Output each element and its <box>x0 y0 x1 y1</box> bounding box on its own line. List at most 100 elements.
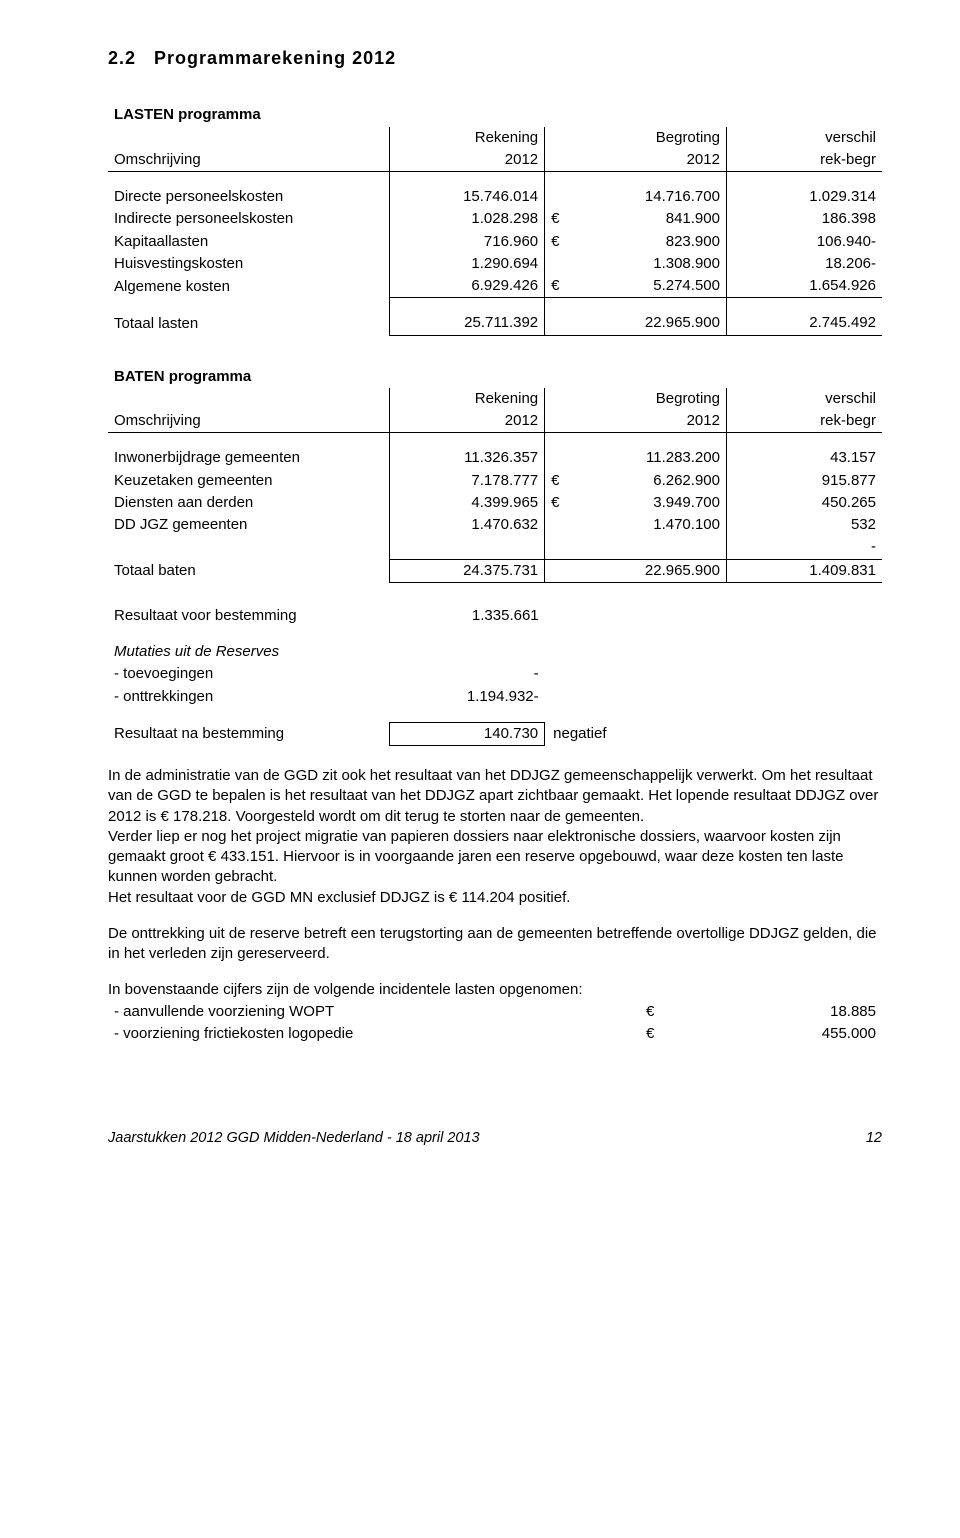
row-eur: € <box>545 470 571 492</box>
row-label: Kapitaallasten <box>108 231 389 253</box>
resultaat-na-suffix: negatief <box>545 722 882 745</box>
row-value: 823.900 <box>571 231 727 253</box>
mut-onttrek-row: - onttrekkingen 1.194.932- <box>108 686 882 708</box>
resultaat-na-value: 140.730 <box>389 722 545 745</box>
lasten-col-begroting-2: 2012 <box>571 149 727 172</box>
row-eur <box>545 186 571 208</box>
row-value: 106.940- <box>726 231 882 253</box>
baten-col-verschil-2: rek-begr <box>726 410 882 433</box>
mut-toevoeg-row: - toevoegingen - <box>108 663 882 685</box>
row-value: 1.029.314 <box>726 186 882 208</box>
lasten-total-row: Totaal lasten 25.711.392 22.965.900 2.74… <box>108 312 882 335</box>
baten-col-begroting-1: Begroting <box>571 388 727 410</box>
row-label: Directe personeelskosten <box>108 186 389 208</box>
row-value: 15.746.014 <box>389 186 545 208</box>
resultaat-voor-row: Resultaat voor bestemming 1.335.661 <box>108 605 882 627</box>
total-value: 2.745.492 <box>726 312 882 335</box>
table-row: Huisvestingskosten 1.290.694 1.308.900 1… <box>108 253 882 275</box>
row-value: 186.398 <box>726 208 882 230</box>
total-value: 24.375.731 <box>389 559 545 582</box>
total-label: Totaal lasten <box>108 312 389 335</box>
row-eur <box>545 253 571 275</box>
lasten-col-verschil-1: verschil <box>726 127 882 149</box>
incidental-intro: In bovenstaande cijfers zijn de volgende… <box>108 980 882 1000</box>
table-row: - <box>108 536 882 559</box>
baten-col-rekening-1: Rekening <box>389 388 545 410</box>
total-label: Totaal baten <box>108 559 389 582</box>
total-value: 25.711.392 <box>389 312 545 335</box>
resultaat-na-label: Resultaat na bestemming <box>108 722 389 745</box>
inc2-label: - voorziening frictiekosten logopedie <box>108 1023 640 1045</box>
mut-toevoeg-label: - toevoegingen <box>108 663 389 685</box>
section-heading: Programmarekening 2012 <box>154 48 396 68</box>
mut-onttrek-label: - onttrekkingen <box>108 686 389 708</box>
row-value: 450.265 <box>726 492 882 514</box>
row-value: - <box>726 536 882 559</box>
lasten-table: LASTEN programma Rekening Begroting vers… <box>108 104 882 335</box>
footer-left: Jaarstukken 2012 GGD Midden-Nederland - … <box>108 1129 480 1149</box>
row-value: 4.399.965 <box>389 492 545 514</box>
row-value: 915.877 <box>726 470 882 492</box>
row-value: 5.274.500 <box>571 275 727 298</box>
lasten-col-omschrijving: Omschrijving <box>108 149 389 172</box>
table-row: Algemene kosten 6.929.426 € 5.274.500 1.… <box>108 275 882 298</box>
lasten-col-rekening-2: 2012 <box>389 149 545 172</box>
baten-heading: BATEN programma <box>108 366 882 388</box>
table-row: Inwonerbijdrage gemeenten 11.326.357 11.… <box>108 447 882 469</box>
row-value: 18.206- <box>726 253 882 275</box>
lasten-heading: LASTEN programma <box>108 104 882 126</box>
row-value: 1.290.694 <box>389 253 545 275</box>
row-eur: € <box>545 231 571 253</box>
table-row: Kapitaallasten 716.960 € 823.900 106.940… <box>108 231 882 253</box>
row-value: 532 <box>726 514 882 536</box>
total-value: 22.965.900 <box>571 312 727 335</box>
row-eur: € <box>545 492 571 514</box>
baten-col-verschil-1: verschil <box>726 388 882 410</box>
mutaties-heading: Mutaties uit de Reserves <box>108 641 389 663</box>
results-table: Resultaat voor bestemming 1.335.661 Muta… <box>108 605 882 746</box>
row-value: 14.716.700 <box>571 186 727 208</box>
baten-total-row: Totaal baten 24.375.731 22.965.900 1.409… <box>108 559 882 582</box>
row-label: Huisvestingskosten <box>108 253 389 275</box>
row-value: 1.028.298 <box>389 208 545 230</box>
row-value: 841.900 <box>571 208 727 230</box>
lasten-col-begroting-1: Begroting <box>571 127 727 149</box>
section-number: 2.2 <box>108 48 136 68</box>
row-label: Indirecte personeelskosten <box>108 208 389 230</box>
section-title: 2.2 Programmarekening 2012 <box>108 46 882 70</box>
row-value: 1.654.926 <box>726 275 882 298</box>
inc1-value: 18.885 <box>682 1001 882 1023</box>
baten-col-begroting-2: 2012 <box>571 410 727 433</box>
row-value: 11.326.357 <box>389 447 545 469</box>
row-value: 43.157 <box>726 447 882 469</box>
row-label: DD JGZ gemeenten <box>108 514 389 536</box>
row-value: 7.178.777 <box>389 470 545 492</box>
baten-col-rekening-2: 2012 <box>389 410 545 433</box>
total-value: 1.409.831 <box>726 559 882 582</box>
lasten-col-verschil-2: rek-begr <box>726 149 882 172</box>
row-label: Inwonerbijdrage gemeenten <box>108 447 389 469</box>
page-footer: Jaarstukken 2012 GGD Midden-Nederland - … <box>108 1129 882 1149</box>
row-label: Keuzetaken gemeenten <box>108 470 389 492</box>
row-eur: € <box>545 208 571 230</box>
inc1-label: - aanvullende voorziening WOPT <box>108 1001 640 1023</box>
footer-page-number: 12 <box>866 1129 882 1149</box>
row-value: 1.308.900 <box>571 253 727 275</box>
table-row: Keuzetaken gemeenten 7.178.777 € 6.262.9… <box>108 470 882 492</box>
row-label: Diensten aan derden <box>108 492 389 514</box>
resultaat-voor-value: 1.335.661 <box>389 605 545 627</box>
incidental-block: In bovenstaande cijfers zijn de volgende… <box>108 980 882 1045</box>
paragraph: In de administratie van de GGD zit ook h… <box>108 766 882 908</box>
mut-onttrek-value: 1.194.932- <box>389 686 545 708</box>
table-row: Directe personeelskosten 15.746.014 14.7… <box>108 186 882 208</box>
page: 2.2 Programmarekening 2012 LASTEN progra… <box>0 0 960 1179</box>
row-value: 11.283.200 <box>571 447 727 469</box>
row-label: Algemene kosten <box>108 275 389 298</box>
table-row: Diensten aan derden 4.399.965 € 3.949.70… <box>108 492 882 514</box>
row-value: 1.470.100 <box>571 514 727 536</box>
row-eur: € <box>545 275 571 298</box>
row-value: 3.949.700 <box>571 492 727 514</box>
row-value: 716.960 <box>389 231 545 253</box>
inc2-value: 455.000 <box>682 1023 882 1045</box>
row-value: 6.929.426 <box>389 275 545 298</box>
